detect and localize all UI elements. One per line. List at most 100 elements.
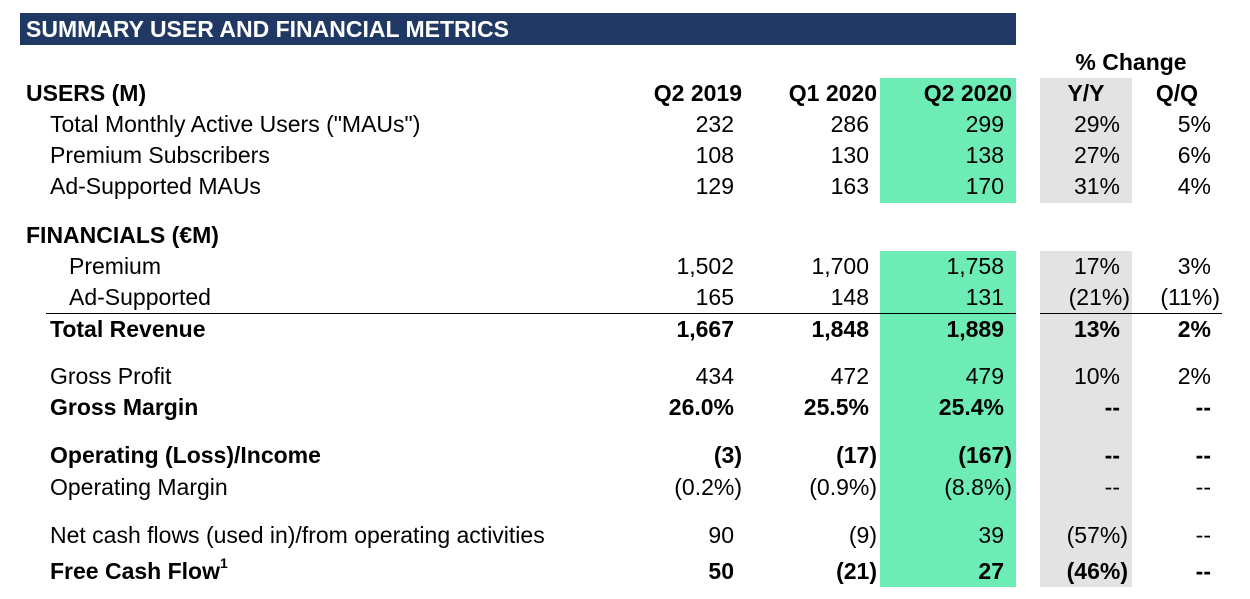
cell-q1-2020: 130 — [830, 142, 869, 168]
cell-q2-2019: (0.2%) — [674, 474, 742, 500]
row-label: Net cash flows (used in)/from operating … — [50, 522, 545, 548]
table-row: Premium 1,502 1,700 1,758 17% 3% — [0, 251, 1250, 282]
cell-yy: 17% — [1073, 253, 1120, 279]
table-row: Gross Margin 26.0% 25.5% 25.4% -- -- — [0, 392, 1250, 423]
cell-q2-2019: (3) — [713, 442, 742, 468]
col-header-q2-2020: Q2 2020 — [923, 80, 1012, 106]
cell-q1-2020: 1,700 — [811, 253, 869, 279]
cell-yy: 29% — [1073, 111, 1120, 137]
header-row: USERS (M) Q2 2019 Q1 2020 Q2 2020 Y/Y Q/… — [0, 78, 1250, 109]
cell-q1-2020: (9) — [848, 522, 877, 548]
cell-q2-2020: (8.8%) — [944, 474, 1012, 500]
cell-yy: -- — [1104, 394, 1120, 420]
row-label: Operating (Loss)/Income — [50, 442, 321, 468]
cell-q1-2020: 25.5% — [803, 394, 869, 420]
total-divider — [46, 313, 1016, 314]
cell-q2-2020: 27 — [978, 558, 1004, 584]
cell-q2-2020: 170 — [965, 173, 1004, 199]
table-row: Operating Margin (0.2%) (0.9%) (8.8%) --… — [0, 472, 1250, 503]
row-label: Premium Subscribers — [50, 142, 270, 168]
total-divider — [1040, 313, 1222, 314]
pct-change-shading — [1040, 78, 1132, 203]
cell-q1-2020: (21) — [836, 558, 877, 584]
cell-q2-2020: 138 — [965, 142, 1004, 168]
cell-q2-2019: 26.0% — [668, 394, 734, 420]
table-row: Operating (Loss)/Income (3) (17) (167) -… — [0, 440, 1250, 471]
cell-qq: -- — [1195, 394, 1211, 420]
cell-qq: -- — [1195, 558, 1211, 584]
cell-yy: (46%) — [1066, 558, 1128, 584]
cell-q2-2019: 232 — [695, 111, 734, 137]
cell-qq: (11%) — [1160, 284, 1220, 310]
row-label: Premium — [69, 253, 162, 279]
cell-q1-2020: 286 — [830, 111, 869, 137]
financials-section-row: FINANCIALS (€M) — [0, 220, 1250, 251]
col-header-q1-2020: Q1 2020 — [788, 80, 877, 106]
q2-2020-highlight — [880, 251, 1016, 587]
table-row: Ad-Supported MAUs 129 163 170 31% 4% — [0, 171, 1250, 202]
cell-q2-2020: 479 — [965, 363, 1004, 389]
free-cash-flow-label: Free Cash Flow — [50, 558, 220, 584]
table-row: Total Revenue 1,667 1,848 1,889 13% 2% — [0, 314, 1250, 345]
table-row: Premium Subscribers 108 130 138 27% 6% — [0, 140, 1250, 171]
cell-q2-2020: 131 — [965, 284, 1004, 310]
users-section-label: USERS (M) — [26, 80, 147, 106]
cell-q2-2019: 1,667 — [676, 316, 734, 342]
cell-q1-2020: 472 — [830, 363, 869, 389]
cell-yy: (21%) — [1068, 284, 1130, 310]
table-title: SUMMARY USER AND FINANCIAL METRICS — [20, 13, 1016, 45]
row-label: Total Monthly Active Users ("MAUs") — [50, 111, 421, 137]
cell-qq: 5% — [1177, 111, 1211, 137]
cell-qq: 6% — [1177, 142, 1211, 168]
financials-section-label: FINANCIALS (€M) — [26, 222, 219, 248]
cell-q1-2020: 1,848 — [811, 316, 869, 342]
cell-q1-2020: 148 — [830, 284, 869, 310]
cell-qq: 2% — [1177, 363, 1211, 389]
row-label: Ad-Supported MAUs — [50, 173, 261, 199]
table-row: Gross Profit 434 472 479 10% 2% — [0, 361, 1250, 392]
pct-change-header: % Change — [1075, 49, 1187, 75]
cell-q2-2020: 299 — [965, 111, 1004, 137]
cell-q2-2019: 129 — [695, 173, 734, 199]
cell-qq: 2% — [1177, 316, 1211, 342]
cell-q2-2020: 39 — [978, 522, 1004, 548]
cell-yy: 10% — [1073, 363, 1120, 389]
cell-q2-2019: 90 — [708, 522, 734, 548]
cell-qq: -- — [1195, 522, 1211, 548]
table-row: Net cash flows (used in)/from operating … — [0, 520, 1250, 551]
cell-q2-2019: 108 — [695, 142, 734, 168]
cell-qq: 3% — [1177, 253, 1211, 279]
table-row: Free Cash Flow1 50 (21) 27 (46%) -- — [0, 556, 1250, 587]
table-row: Ad-Supported 165 148 131 (21%) (11%) — [0, 282, 1250, 313]
cell-q2-2020: (167) — [958, 442, 1012, 468]
cell-q2-2020: 25.4% — [938, 394, 1004, 420]
cell-q2-2019: 50 — [708, 558, 734, 584]
cell-q2-2019: 434 — [695, 363, 734, 389]
col-header-qq: Q/Q — [1155, 80, 1199, 106]
col-header-yy: Y/Y — [1067, 80, 1105, 106]
pct-change-shading — [1040, 251, 1132, 587]
row-label: Free Cash Flow1 — [50, 556, 228, 587]
cell-qq: -- — [1195, 442, 1211, 468]
cell-q1-2020: (0.9%) — [809, 474, 877, 500]
row-label: Ad-Supported — [69, 284, 211, 310]
q2-2020-highlight — [880, 78, 1016, 203]
cell-yy: 31% — [1073, 173, 1120, 199]
row-label: Gross Profit — [50, 363, 172, 389]
col-header-q2-2019: Q2 2019 — [653, 80, 742, 106]
cell-q2-2019: 1,502 — [676, 253, 734, 279]
cell-yy: -- — [1104, 442, 1120, 468]
cell-yy: 13% — [1073, 316, 1120, 342]
row-label: Gross Margin — [50, 394, 199, 420]
cell-q2-2020: 1,758 — [946, 253, 1004, 279]
cell-yy: (57%) — [1066, 522, 1128, 548]
cell-q1-2020: 163 — [830, 173, 869, 199]
cell-qq: 4% — [1177, 173, 1211, 199]
row-label: Operating Margin — [50, 474, 228, 500]
cell-q2-2019: 165 — [695, 284, 734, 310]
cell-q2-2020: 1,889 — [946, 316, 1004, 342]
cell-qq: -- — [1195, 474, 1211, 500]
cell-yy: -- — [1104, 474, 1120, 500]
footnote-marker: 1 — [219, 555, 228, 572]
row-label: Total Revenue — [50, 316, 206, 342]
